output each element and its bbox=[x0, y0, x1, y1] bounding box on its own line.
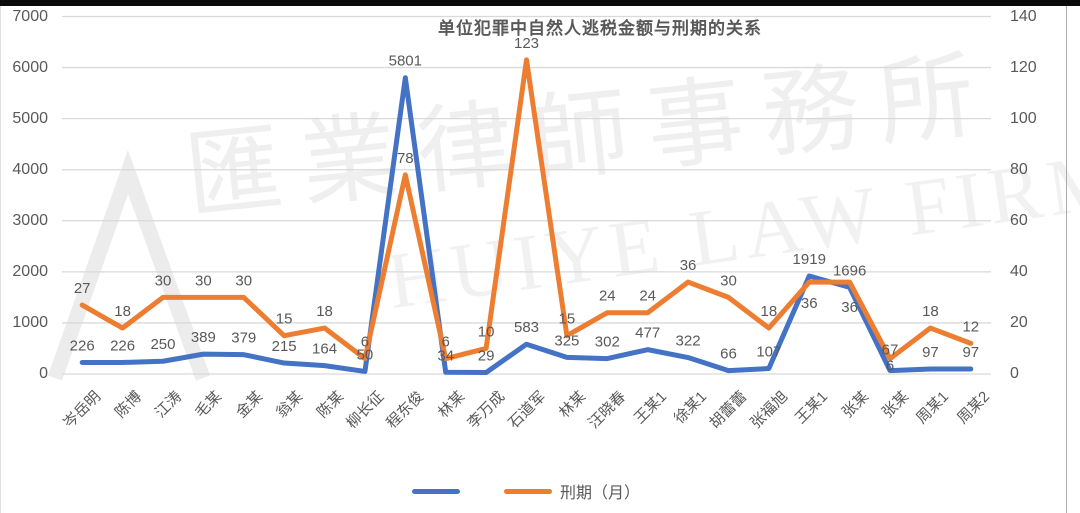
right-border-line bbox=[1066, 6, 1067, 513]
data-label: 12 bbox=[962, 318, 979, 335]
left-axis-tick: 5000 bbox=[12, 109, 48, 127]
legend-item-amount bbox=[411, 488, 468, 494]
left-border-line bbox=[0, 6, 1, 513]
right-axis-tick: 20 bbox=[1010, 313, 1028, 331]
left-axis-tick: 1000 bbox=[12, 313, 48, 331]
series-lines-group bbox=[79, 57, 974, 376]
right-axis-tick: 40 bbox=[1010, 262, 1028, 280]
data-label: 389 bbox=[191, 329, 216, 346]
data-label: 379 bbox=[231, 330, 256, 347]
left-axis-tick: 3000 bbox=[12, 211, 48, 229]
data-label: 30 bbox=[155, 272, 172, 289]
data-label: 226 bbox=[110, 337, 135, 354]
data-label: 322 bbox=[676, 333, 701, 350]
data-label: 18 bbox=[761, 303, 778, 320]
data-label: 34 bbox=[437, 347, 454, 364]
right-axis-tick: 60 bbox=[1010, 211, 1028, 229]
left-axis-tick: 0 bbox=[39, 365, 48, 382]
left-axis-tick: 4000 bbox=[12, 160, 48, 178]
data-label: 66 bbox=[720, 346, 737, 363]
data-label: 250 bbox=[150, 336, 175, 353]
data-label: 226 bbox=[70, 337, 95, 354]
data-label: 78 bbox=[397, 150, 414, 167]
data-label: 50 bbox=[357, 346, 374, 363]
data-label: 18 bbox=[114, 303, 131, 320]
legend: 刑期（月） bbox=[62, 478, 990, 504]
data-label: 97 bbox=[962, 344, 979, 361]
data-label: 107 bbox=[756, 344, 781, 361]
data-label: 302 bbox=[595, 334, 620, 351]
left-axis-tick: 6000 bbox=[12, 58, 48, 76]
data-label: 325 bbox=[554, 332, 579, 349]
data-label: 6 bbox=[886, 358, 894, 375]
data-label: 18 bbox=[922, 303, 939, 320]
data-label: 18 bbox=[316, 303, 333, 320]
data-label: 30 bbox=[235, 272, 252, 289]
data-label: 27 bbox=[74, 280, 91, 297]
data-label: 24 bbox=[599, 288, 616, 305]
sentence-series-line bbox=[79, 57, 974, 362]
watermark-triangle-logo bbox=[47, 149, 211, 381]
data-label: 583 bbox=[514, 319, 539, 336]
right-axis-tick: 140 bbox=[1010, 7, 1037, 25]
data-label: 24 bbox=[639, 288, 656, 305]
data-label: 36 bbox=[680, 257, 697, 274]
data-label: 6 bbox=[361, 334, 369, 351]
data-label: 15 bbox=[559, 311, 576, 328]
data-label: 164 bbox=[312, 341, 337, 358]
data-label: 1696 bbox=[833, 262, 866, 279]
top-border-bar bbox=[0, 0, 1080, 6]
data-label: 123 bbox=[514, 35, 539, 52]
data-label: 15 bbox=[276, 311, 293, 328]
right-axis-tick: 100 bbox=[1010, 109, 1037, 127]
sentence-series-swatch bbox=[503, 488, 552, 494]
amount-series-swatch bbox=[411, 488, 460, 494]
right-axis-tick: 120 bbox=[1010, 58, 1037, 76]
data-label: 10 bbox=[478, 323, 495, 340]
right-axis-tick: 0 bbox=[1010, 365, 1019, 382]
data-label: 1919 bbox=[793, 251, 826, 268]
data-label: 6 bbox=[442, 334, 450, 351]
data-label: 215 bbox=[272, 338, 297, 355]
data-label: 477 bbox=[635, 325, 660, 342]
data-label: 30 bbox=[195, 272, 212, 289]
right-axis-tick: 80 bbox=[1010, 160, 1028, 178]
left-axis-tick: 2000 bbox=[12, 262, 48, 280]
data-label: 29 bbox=[478, 348, 495, 365]
data-label: 5801 bbox=[389, 53, 422, 70]
sentence-series-label: 刑期（月） bbox=[559, 485, 640, 502]
left-axis-tick: 7000 bbox=[12, 7, 48, 25]
data-label: 97 bbox=[922, 344, 939, 361]
gridlines-group bbox=[62, 15, 991, 375]
data-label: 30 bbox=[720, 272, 737, 289]
data-label: 67 bbox=[882, 342, 899, 359]
legend-item-sentence: 刑期（月） bbox=[503, 479, 640, 503]
chart-title: 单位犯罪中自然人逃税金额与刑期的关系 bbox=[438, 19, 762, 38]
data-label: 36 bbox=[801, 295, 818, 312]
data-label: 36 bbox=[841, 299, 858, 316]
